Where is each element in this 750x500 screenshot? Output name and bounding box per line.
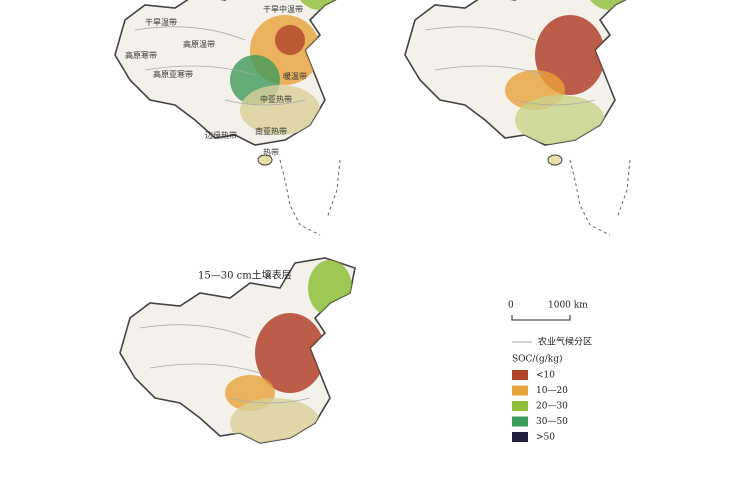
legend-swatch xyxy=(512,370,528,380)
legend-swatch xyxy=(512,416,528,427)
zone-label: 中亚热带 xyxy=(260,94,292,104)
legend-zone-line: 农业气候分区 xyxy=(538,336,592,348)
scale-bar: 0 1000 km xyxy=(508,301,588,321)
zone-label: 暖温带 xyxy=(283,72,307,81)
map-5-15cm xyxy=(404,0,641,236)
legend-swatch xyxy=(512,385,528,396)
legend: 农业气候分区 SOC/(g/kg) <10 10—20 20—30 30—50 >50 xyxy=(512,336,592,443)
zone-label: 干旱温带 xyxy=(145,18,177,27)
map-0-5cm: 干旱温带 干旱中温带 高原温带 高原寒带 高原亚寒带 暖温带 中亚热带 南亚热带… xyxy=(114,0,351,236)
map-15-30cm: 15—30 cm土壤表层 xyxy=(119,257,356,444)
legend-title: SOC/(g/kg) xyxy=(512,354,563,365)
zone-label: 干旱中温带 xyxy=(263,4,303,14)
zone-label: 热带 xyxy=(263,147,279,157)
legend-label: <10 xyxy=(536,371,555,381)
zone-label: 南亚热带 xyxy=(255,126,287,136)
legend-label: >50 xyxy=(536,433,555,443)
zone-label: 高原亚寒带 xyxy=(153,69,193,79)
legend-swatch xyxy=(512,401,528,411)
legend-label: 10—20 xyxy=(536,386,568,396)
scale-end: 1000 km xyxy=(548,301,588,311)
map-title: 15—30 cm土壤表层 xyxy=(198,269,292,282)
zone-label: 高原寒带 xyxy=(125,50,157,60)
scale-line xyxy=(511,315,571,321)
zone-label: 边缘热带 xyxy=(205,130,237,140)
scale-start: 0 xyxy=(508,301,514,311)
zone-label: 高原温带 xyxy=(183,39,215,49)
legend-swatch xyxy=(512,432,528,442)
legend-label: 20—30 xyxy=(536,402,568,412)
legend-label: 30—50 xyxy=(536,417,568,427)
